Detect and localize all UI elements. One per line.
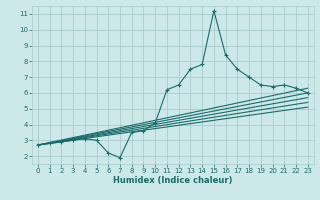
X-axis label: Humidex (Indice chaleur): Humidex (Indice chaleur) (113, 176, 233, 185)
